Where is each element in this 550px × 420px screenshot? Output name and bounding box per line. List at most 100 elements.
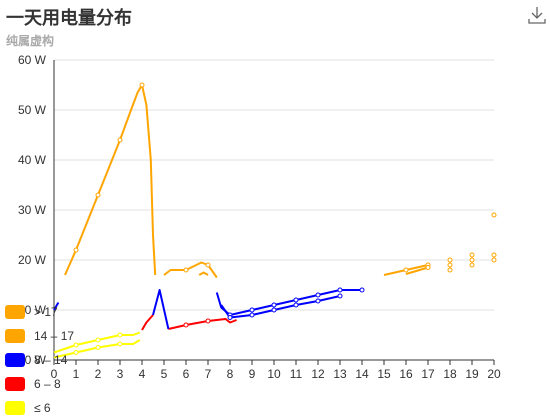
x-tick-label: 0 [51,367,58,381]
series-line-3 [168,318,237,330]
legend-label: 8 – 14 [34,353,68,367]
series-lines [53,84,429,359]
data-point[interactable] [271,307,277,313]
data-point[interactable] [249,307,255,313]
data-point[interactable] [491,257,497,263]
data-point[interactable] [469,262,475,268]
data-point[interactable] [293,302,299,308]
chart-title: 一天用电量分布 [6,8,132,28]
tick-labels: 0 W10 W20 W30 W40 W50 W60 W0 1 2 3 4 5 6 7 8 9 10 1… [18,53,501,381]
grid-lines [54,59,494,311]
data-point[interactable] [95,337,101,343]
x-tick-label: 9 [249,367,256,381]
x-tick-label: 20 [487,367,501,381]
data-point[interactable] [337,293,343,299]
data-markers [73,82,497,355]
legend-swatch [5,401,25,415]
data-point[interactable] [183,267,189,273]
series-line-7 [53,301,60,311]
data-point[interactable] [359,287,365,293]
data-point[interactable] [469,252,475,258]
data-point[interactable] [249,312,255,318]
legend-swatch [5,377,25,391]
series-line-10 [198,271,209,276]
data-point[interactable] [315,298,321,304]
series-line-0 [53,331,141,354]
data-point[interactable] [491,252,497,258]
y-tick-label: 30 W [18,203,47,217]
legend-swatch [5,329,25,343]
data-point[interactable] [117,332,123,338]
series-line-8 [64,84,157,276]
legend-label: 6 – 8 [34,377,61,391]
legend-item[interactable]: 8 – 14 [5,352,67,368]
legend-item[interactable]: ≤ 6 [5,400,51,416]
legend-label: ≤ 6 [34,401,51,415]
x-tick-label: 12 [311,367,325,381]
data-point[interactable] [425,265,431,270]
x-tick-label: 1 [73,367,80,381]
x-tick-label: 13 [333,367,347,381]
data-point[interactable] [205,318,211,324]
y-tick-label: 50 W [18,103,47,117]
download-icon[interactable] [528,6,546,24]
series-line-12 [405,266,429,275]
series-line-6 [220,295,341,319]
x-tick-label: 14 [355,367,369,381]
x-tick-label: 5 [161,367,168,381]
data-point[interactable] [315,292,321,298]
data-point[interactable] [447,267,453,273]
series-line-1 [53,339,141,359]
data-point[interactable] [337,287,343,293]
data-point[interactable] [293,297,299,303]
data-point[interactable] [139,82,145,88]
x-tick-label: 16 [399,367,413,381]
data-point[interactable] [73,247,79,253]
data-point[interactable] [271,302,277,308]
legend-swatch [5,353,25,367]
data-point[interactable] [117,341,123,347]
legend-item[interactable]: 14 – 17 [5,328,74,344]
data-point[interactable] [73,342,79,348]
x-tick-label: 17 [421,367,435,381]
y-tick-label: 20 W [18,253,47,267]
y-tick-label: 40 W [18,153,47,167]
legend-item[interactable]: > 17 [5,304,58,320]
data-point[interactable] [95,192,101,198]
data-point[interactable] [447,257,453,263]
data-point[interactable] [447,262,453,268]
series-line-2 [141,314,154,331]
data-point[interactable] [469,257,475,263]
x-tick-label: 18 [443,367,457,381]
data-point[interactable] [403,267,409,273]
legend-label: 14 – 17 [34,329,75,343]
series-line-4 [152,289,170,330]
x-tick-label: 4 [139,367,146,381]
data-point[interactable] [205,262,211,268]
axes [53,60,495,365]
x-tick-label: 3 [117,367,124,381]
x-tick-label: 8 [227,367,234,381]
x-tick-label: 6 [183,367,190,381]
data-point[interactable] [73,350,79,355]
x-tick-label: 15 [377,367,391,381]
data-point[interactable] [183,322,189,328]
legend-swatch [5,305,25,319]
y-tick-label: 10 W [18,303,47,317]
x-tick-label: 2 [95,367,102,381]
x-tick-label: 19 [465,367,479,381]
x-tick-label: 7 [205,367,212,381]
y-tick-label: 0 W [25,353,47,367]
x-tick-label: 11 [290,367,303,381]
legend-label: > 17 [34,305,58,319]
series-line-9 [163,261,218,279]
y-tick-label: 60 W [18,53,47,67]
chart-subtitle: 纯属虚构 [6,34,55,48]
legend-item[interactable]: 6 – 8 [5,376,61,392]
x-tick-label: 10 [267,367,281,381]
data-point[interactable] [95,345,101,350]
data-point[interactable] [491,212,497,218]
data-point[interactable] [117,137,123,143]
data-point[interactable] [227,315,233,320]
